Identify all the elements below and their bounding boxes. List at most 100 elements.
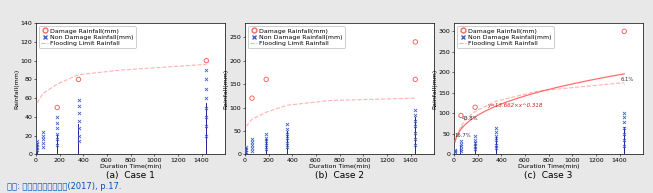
- Point: [456, 150, 466, 153]
- Point: [410, 113, 421, 117]
- Point: [450, 148, 460, 152]
- Point: [410, 78, 421, 81]
- Point: [410, 143, 421, 146]
- Point: [38, 145, 48, 148]
- Point: [491, 127, 502, 130]
- Point: [52, 132, 63, 135]
- Point: [619, 121, 629, 124]
- Point: [247, 143, 257, 146]
- Point: [456, 114, 466, 117]
- Point: [410, 131, 421, 134]
- Point: [247, 97, 257, 100]
- Bar: [454, 149, 456, 154]
- Point: [247, 146, 257, 149]
- Y-axis label: Rainfall(mm): Rainfall(mm): [14, 69, 20, 109]
- Bar: [246, 147, 247, 154]
- Point: [282, 146, 293, 149]
- Point: [410, 40, 421, 43]
- Point: [261, 140, 272, 143]
- Point: [52, 115, 63, 119]
- Point: [456, 147, 466, 150]
- X-axis label: Duration Time(min): Duration Time(min): [309, 164, 370, 169]
- X-axis label: Duration Time(min): Duration Time(min): [100, 164, 161, 169]
- Point: [261, 136, 272, 139]
- Point: [470, 141, 481, 144]
- Legend: Damage Rainfall(mm), Non Damage Rainfall(mm), Flooding Limit Rainfall: Damage Rainfall(mm), Non Damage Rainfall…: [248, 26, 345, 48]
- Point: [282, 40, 293, 43]
- Point: [470, 145, 481, 148]
- Point: [491, 147, 502, 150]
- Text: y=13.662×x^0.318: y=13.662×x^0.318: [487, 103, 543, 108]
- Point: [52, 106, 63, 109]
- Point: [470, 138, 481, 141]
- Point: [456, 140, 466, 143]
- Point: [201, 106, 212, 109]
- Bar: [78, 124, 79, 154]
- Point: [73, 127, 84, 130]
- Legend: Damage Rainfall(mm), Non Damage Rainfall(mm), Flooding Limit Rainfall: Damage Rainfall(mm), Non Damage Rainfall…: [39, 26, 136, 48]
- Point: [38, 138, 48, 141]
- Point: [282, 123, 293, 126]
- Text: (a)  Case 1: (a) Case 1: [106, 171, 155, 180]
- Point: [73, 134, 84, 137]
- Point: [410, 108, 421, 111]
- Text: 16.7%: 16.7%: [454, 133, 471, 143]
- Point: [282, 128, 293, 131]
- Point: [450, 151, 460, 154]
- Point: [52, 127, 63, 130]
- Point: [241, 151, 251, 154]
- Point: [201, 78, 212, 81]
- Point: [619, 145, 629, 148]
- Point: [73, 112, 84, 115]
- Point: [282, 142, 293, 145]
- Point: [73, 98, 84, 102]
- Point: [52, 138, 63, 141]
- Point: [619, 127, 629, 130]
- Point: [261, 147, 272, 150]
- Point: [450, 150, 460, 153]
- Point: [456, 142, 466, 145]
- Point: [32, 148, 42, 151]
- Point: [247, 138, 257, 141]
- Point: [456, 145, 466, 148]
- Bar: [460, 146, 462, 154]
- Bar: [251, 143, 253, 154]
- Point: [201, 69, 212, 72]
- Point: [619, 132, 629, 135]
- Point: [241, 146, 251, 149]
- Point: [52, 143, 63, 146]
- Bar: [624, 127, 625, 154]
- Point: [52, 121, 63, 124]
- Point: [261, 143, 272, 146]
- Point: [491, 143, 502, 146]
- Point: [38, 130, 48, 133]
- Point: [410, 119, 421, 122]
- Text: 자료: 국립재난안전연구원(2017), p.17.: 자료: 국립재난안전연구원(2017), p.17.: [7, 182, 121, 191]
- Point: [282, 137, 293, 140]
- Point: [241, 148, 251, 151]
- Point: [470, 148, 481, 151]
- Text: 6.1%: 6.1%: [621, 77, 634, 85]
- Point: [470, 135, 481, 138]
- Bar: [37, 143, 38, 154]
- Point: [201, 125, 212, 128]
- Point: [32, 140, 42, 143]
- Point: [201, 87, 212, 90]
- Point: [470, 106, 481, 109]
- Bar: [496, 137, 497, 154]
- Point: [32, 143, 42, 146]
- Point: [282, 132, 293, 135]
- Point: [201, 97, 212, 100]
- Point: [491, 139, 502, 142]
- Point: [261, 78, 272, 81]
- Point: [410, 138, 421, 141]
- Point: [491, 135, 502, 138]
- Point: [247, 141, 257, 144]
- Point: [73, 119, 84, 122]
- Bar: [415, 117, 416, 154]
- Y-axis label: Rainfall(mm): Rainfall(mm): [223, 69, 229, 109]
- Point: [38, 142, 48, 145]
- Point: [73, 78, 84, 81]
- Text: (b)  Case 2: (b) Case 2: [315, 171, 364, 180]
- Point: [261, 132, 272, 135]
